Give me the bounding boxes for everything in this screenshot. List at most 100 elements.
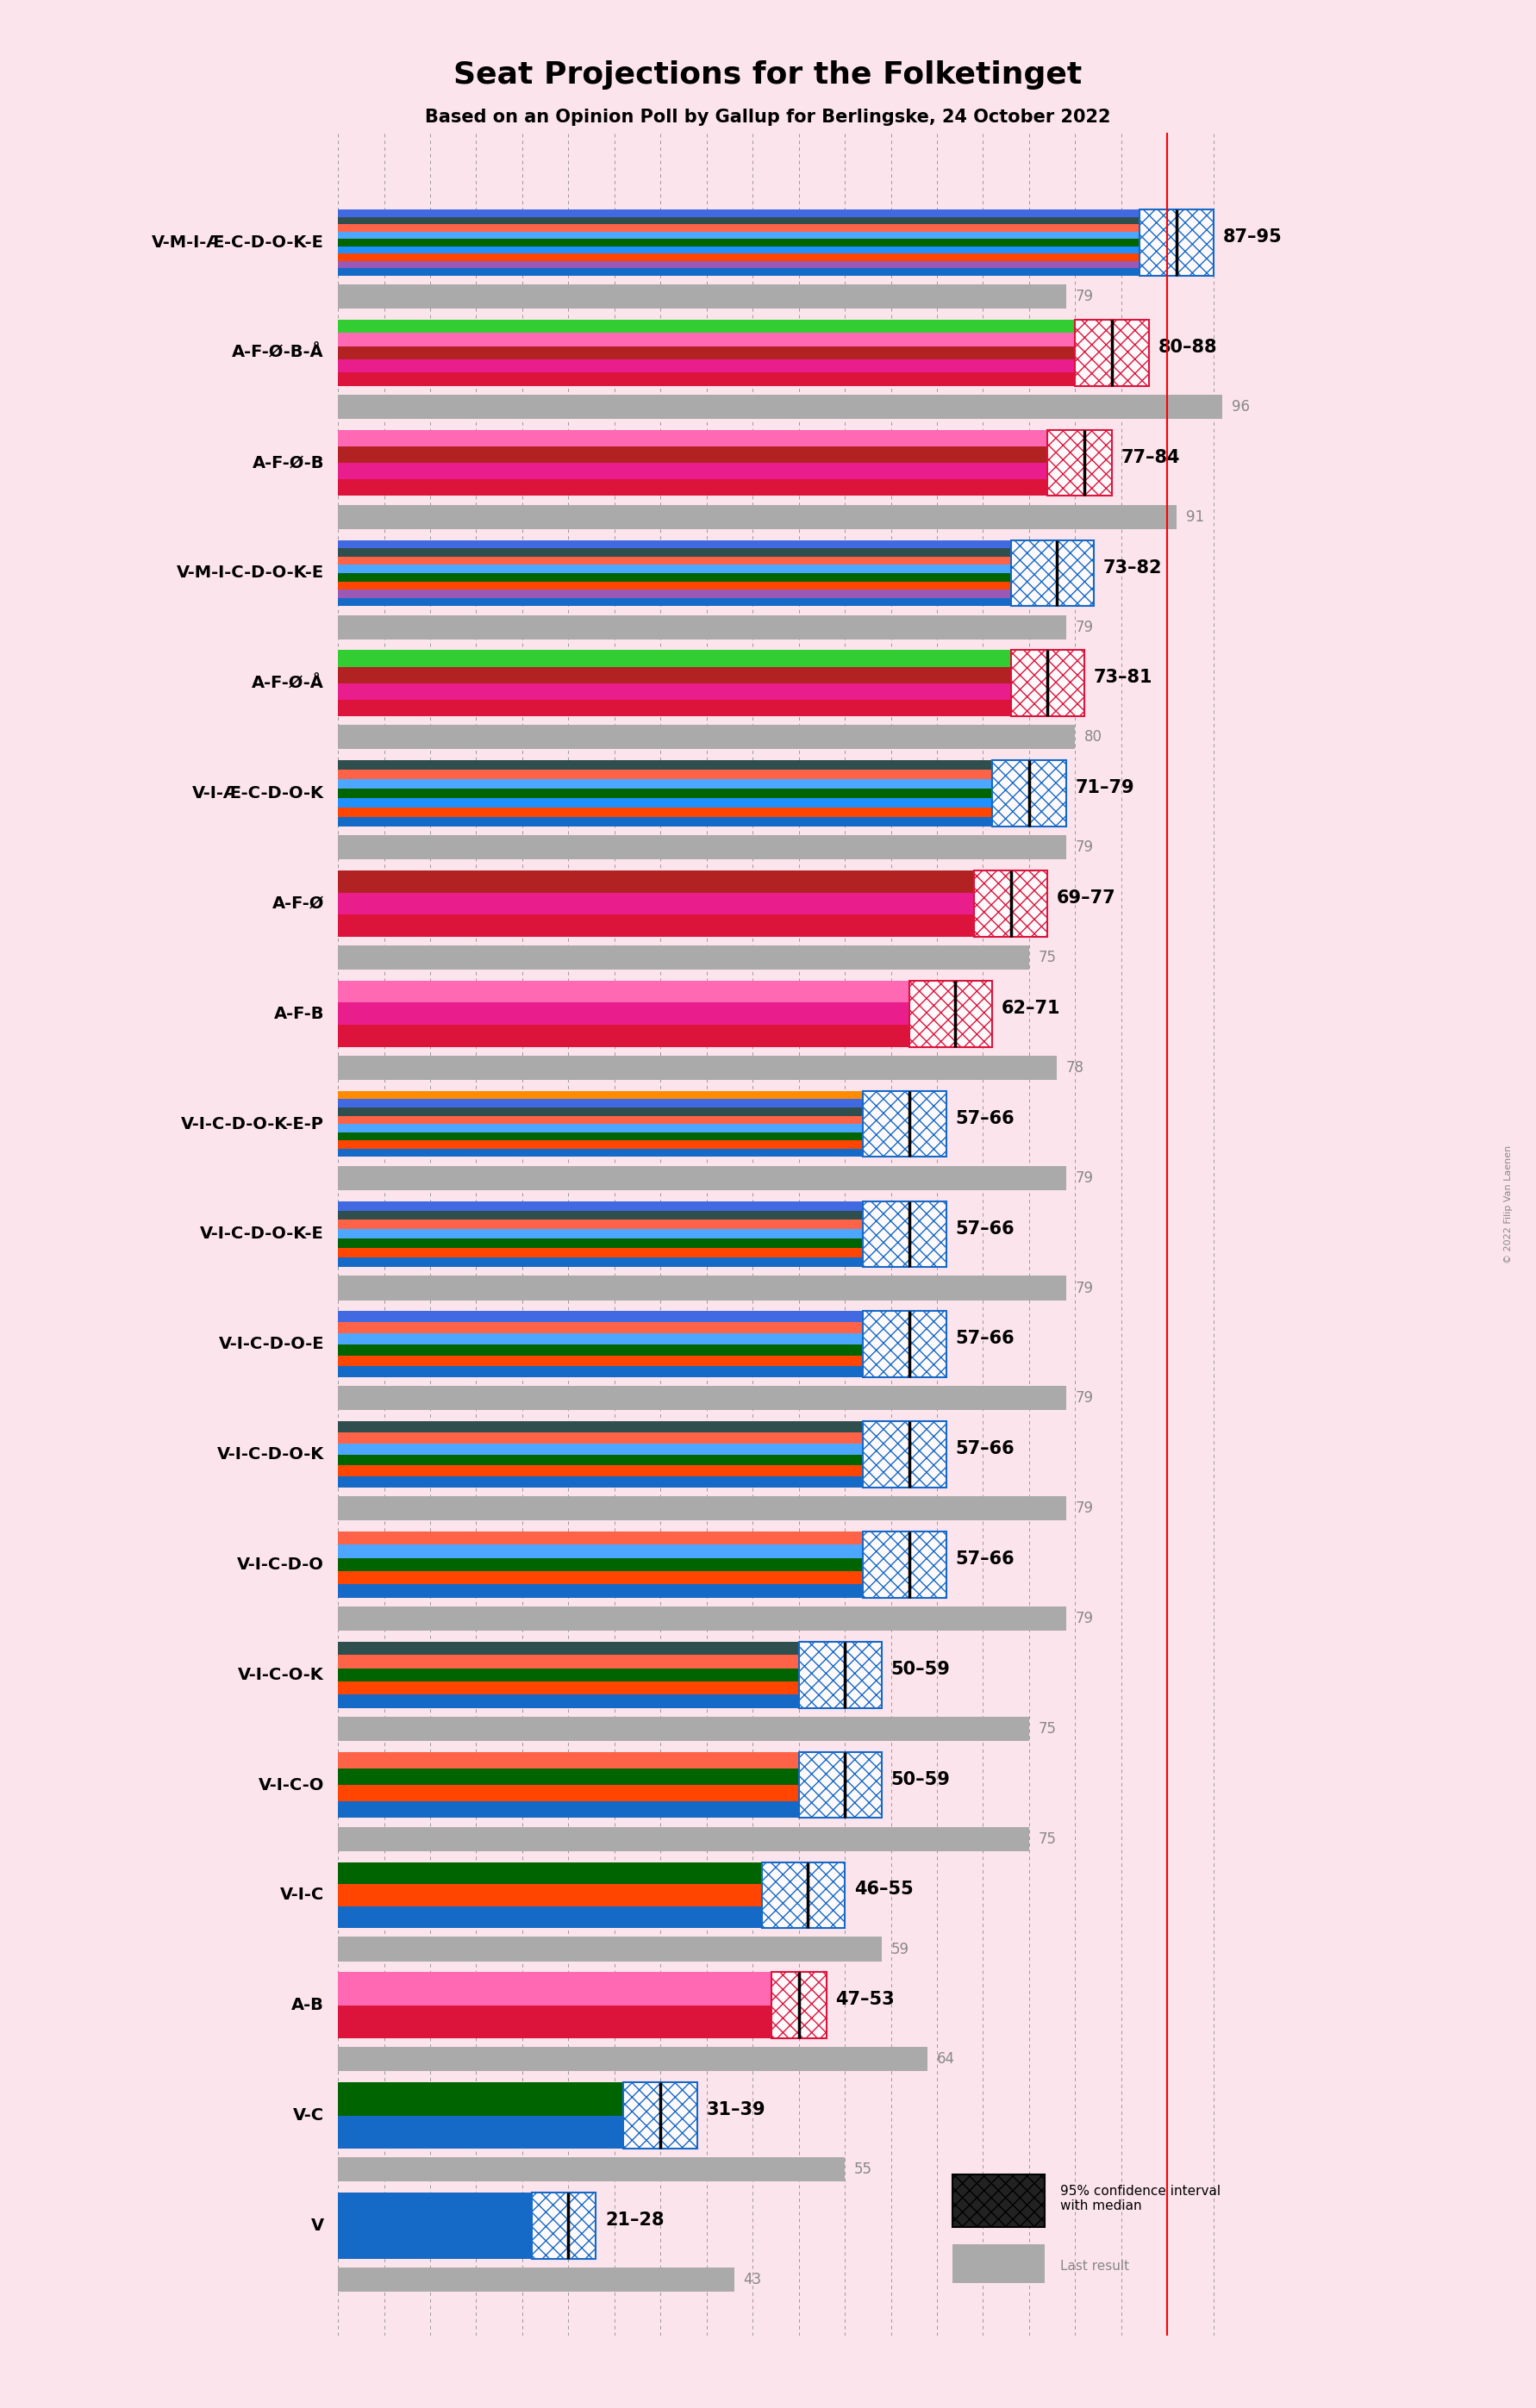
Text: V: V [312,2218,324,2235]
Bar [863,1091,946,1156]
Bar [338,359,1075,373]
Bar [338,224,1140,231]
Text: 69–77: 69–77 [1057,889,1117,908]
Text: 57–66: 57–66 [955,1440,1015,1457]
Bar [338,1936,882,1960]
Text: V-I-C-D-O-K-E: V-I-C-D-O-K-E [200,1226,324,1243]
Text: Last result: Last result [1060,2259,1129,2273]
Text: 79: 79 [1075,840,1094,855]
Bar [338,1230,863,1238]
Text: 79: 79 [1075,1170,1094,1185]
Text: 91: 91 [1186,508,1204,525]
Bar [338,1570,863,1584]
Bar [974,872,1048,937]
Text: 77–84: 77–84 [1121,448,1180,467]
Bar [338,590,1011,597]
Bar [338,556,1011,566]
Bar [531,2194,596,2259]
Text: 79: 79 [1075,619,1094,636]
Bar [799,1642,882,1707]
Bar [338,539,1011,549]
Bar [338,1002,909,1026]
Text: 75: 75 [1038,1722,1057,1736]
Bar [338,347,1075,359]
Text: 79: 79 [1075,289,1094,303]
Bar [338,1202,863,1211]
Bar [338,1387,1066,1411]
Text: 79: 79 [1075,1611,1094,1625]
Bar [338,780,992,790]
Text: V-M-I-Æ-C-D-O-K-E: V-M-I-Æ-C-D-O-K-E [152,234,324,250]
Bar [338,1681,799,1695]
Bar [338,1546,863,1558]
Bar [338,1642,799,1654]
Text: 50–59: 50–59 [891,1662,951,1678]
Bar [338,872,974,893]
Bar [338,1221,863,1230]
Bar [338,1091,863,1098]
Bar [338,701,1011,715]
Bar [338,1861,762,1883]
Bar [338,580,1011,590]
Bar [338,1606,1066,1630]
Bar [338,1669,799,1681]
Bar [338,1907,762,1929]
Bar [992,761,1066,826]
Bar [338,836,1066,860]
Bar [863,1202,946,1267]
Bar [338,1257,863,1267]
Bar [338,761,992,771]
Bar [338,797,992,807]
Bar [338,1495,1066,1519]
Bar [1075,320,1149,385]
Text: 73–81: 73–81 [1094,669,1152,686]
Bar [338,790,992,797]
Bar [1075,320,1149,385]
Text: 73–82: 73–82 [1103,559,1161,576]
Bar [338,431,1048,445]
Text: 31–39: 31–39 [707,2102,766,2119]
Text: 55: 55 [854,2162,872,2177]
Bar [338,1165,1066,1190]
Bar [338,2114,624,2148]
Bar [624,2083,697,2148]
Bar [338,395,1223,419]
Bar [799,1753,882,1818]
Bar [338,1654,799,1669]
Text: V-I-C-D-O-E: V-I-C-D-O-E [218,1336,324,1353]
Bar [338,253,1140,260]
Bar [338,614,1066,638]
Bar [338,373,1075,385]
Text: V-M-I-C-D-O-K-E: V-M-I-C-D-O-K-E [177,566,324,580]
Bar [1140,209,1213,275]
Bar [1011,650,1084,715]
Bar [338,566,1011,573]
Text: © 2022 Filip Van Laenen: © 2022 Filip Van Laenen [1504,1144,1513,1264]
Bar [338,217,1140,224]
Text: 79: 79 [1075,1281,1094,1296]
Text: 64: 64 [937,2052,955,2066]
Text: A-B: A-B [292,1996,324,2013]
Text: Based on an Opinion Poll by Gallup for Berlingske, 24 October 2022: Based on an Opinion Poll by Gallup for B… [425,108,1111,125]
Text: 46–55: 46–55 [854,1881,914,1898]
Bar [863,1091,946,1156]
Text: V-C: V-C [293,2107,324,2124]
Bar [338,1883,762,1907]
Bar [338,1344,863,1356]
Bar [863,1421,946,1488]
Bar [338,332,1075,347]
Bar [338,1115,863,1125]
Bar [338,1098,863,1108]
Text: 80: 80 [1084,730,1103,744]
Bar [909,980,992,1047]
Text: 75: 75 [1038,1830,1057,1847]
Bar [338,1365,863,1377]
Bar [863,1312,946,1377]
Bar [338,1334,863,1344]
Text: V-I-C-D-O: V-I-C-D-O [237,1556,324,1572]
Bar [338,320,1075,332]
Bar [338,267,1140,275]
Bar [338,1695,799,1707]
Bar [338,479,1048,496]
Bar [771,1972,826,2037]
